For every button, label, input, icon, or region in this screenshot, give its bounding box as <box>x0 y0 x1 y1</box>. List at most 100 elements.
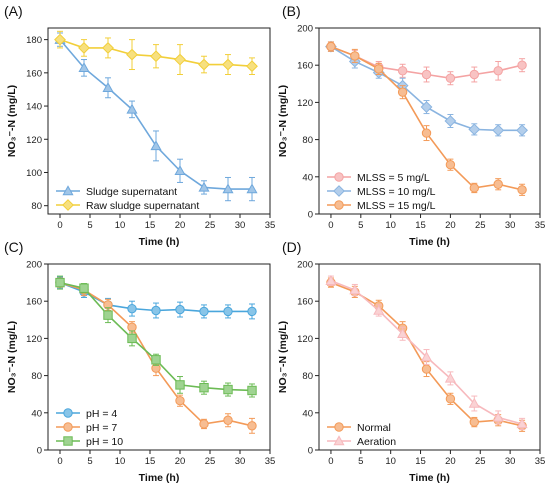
legend-label: MLSS = 5 mg/L <box>357 172 430 184</box>
x-tick-label: 30 <box>505 220 516 231</box>
data-point <box>469 69 479 80</box>
data-point <box>350 51 360 61</box>
data-point <box>349 284 361 295</box>
panel-label: (B) <box>282 3 301 19</box>
data-point <box>397 328 409 338</box>
data-point <box>469 417 479 427</box>
x-tick-label: 20 <box>175 220 186 231</box>
legend-label: Aeration <box>357 436 396 448</box>
y-axis-label: NO₃⁻-N (mg/L) <box>6 85 18 157</box>
legend-marker <box>62 185 74 196</box>
y-axis-label: NO₃⁻-N (mg/L) <box>6 321 18 393</box>
x-tick-label: 20 <box>445 220 456 231</box>
legend-marker <box>63 436 73 446</box>
legend-label: Sludge supernatant <box>86 186 177 198</box>
data-point <box>444 372 456 383</box>
y-tick-label: 0 <box>37 446 42 457</box>
series-0 <box>326 41 527 86</box>
plot-frame <box>318 263 541 451</box>
y-tick-label: 160 <box>297 61 313 72</box>
y-tick-label: 120 <box>297 334 313 345</box>
data-point <box>397 66 408 76</box>
y-axis-label: NO₃⁻-N (mg/L) <box>277 321 289 393</box>
x-tick-label: 5 <box>87 220 92 231</box>
legend-marker <box>63 422 73 432</box>
data-point <box>420 351 433 362</box>
legend-label: pH = 10 <box>86 436 123 448</box>
data-point <box>127 322 137 332</box>
series-2 <box>55 275 257 398</box>
x-tick-label: 25 <box>475 456 486 467</box>
x-tick-label: 25 <box>205 220 216 231</box>
x-tick-label: 20 <box>445 456 456 467</box>
data-point <box>247 421 257 431</box>
x-tick-label: 0 <box>328 456 333 467</box>
data-point <box>175 380 185 390</box>
x-axis-label: Time (h) <box>139 472 180 484</box>
panel-label: (D) <box>282 239 301 255</box>
data-point <box>126 48 138 61</box>
x-tick-label: 5 <box>358 456 363 467</box>
data-point <box>326 41 336 52</box>
data-point <box>198 181 210 192</box>
data-point <box>127 303 137 314</box>
legend-marker <box>333 435 345 446</box>
legend-marker <box>334 200 344 210</box>
data-point <box>516 124 528 137</box>
legend: pH = 4 pH = 7 pH = 10 <box>56 408 123 448</box>
panel-0: (A) 0 5 10 15 20 25 30 35 80 100 120 140 160 180 Time (… <box>4 3 275 248</box>
x-tick-label: 30 <box>505 456 516 467</box>
data-point <box>199 382 209 393</box>
y-tick-label: 0 <box>308 446 313 457</box>
y-tick-label: 120 <box>297 98 313 109</box>
data-point <box>222 58 234 71</box>
y-tick-label: 0 <box>308 210 313 221</box>
series-1 <box>325 275 528 431</box>
x-tick-label: 15 <box>145 456 156 467</box>
y-tick-label: 100 <box>26 168 42 179</box>
x-tick-label: 0 <box>57 456 62 467</box>
data-point <box>198 58 210 71</box>
data-point <box>516 418 528 429</box>
data-point <box>421 69 432 80</box>
panel-1: (B) 0 5 10 15 20 25 30 35 0 40 80 120 160 200 Time (h) N… <box>277 3 545 248</box>
data-point <box>246 183 258 194</box>
y-tick-label: 40 <box>31 408 42 419</box>
x-tick-label: 15 <box>415 456 426 467</box>
data-point <box>421 128 432 138</box>
data-point <box>468 123 481 136</box>
legend-marker <box>62 199 74 211</box>
y-tick-label: 180 <box>26 35 42 46</box>
data-point <box>150 140 162 151</box>
legend: Normal Aeration <box>327 422 396 448</box>
x-tick-label: 10 <box>385 220 396 231</box>
data-point <box>174 165 186 176</box>
y-tick-label: 120 <box>26 334 42 345</box>
panel-label: (A) <box>4 3 23 19</box>
y-tick-label: 80 <box>31 201 42 212</box>
x-tick-label: 0 <box>57 220 62 231</box>
data-point <box>492 411 504 422</box>
y-tick-label: 200 <box>297 24 313 35</box>
legend: Sludge supernatant Raw sludge supernatant <box>56 185 199 212</box>
legend-label: Raw sludge supernatant <box>86 200 199 212</box>
data-point <box>247 385 257 396</box>
data-point <box>469 183 479 193</box>
data-point <box>246 60 258 73</box>
x-tick-label: 15 <box>415 220 426 231</box>
y-tick-label: 120 <box>26 135 42 146</box>
data-point <box>445 394 456 404</box>
legend-marker <box>333 185 345 197</box>
data-point <box>174 53 186 66</box>
legend-marker <box>334 422 344 432</box>
data-point <box>397 87 408 97</box>
x-tick-label: 35 <box>265 220 276 231</box>
y-tick-label: 80 <box>302 135 313 146</box>
series-0 <box>54 32 258 202</box>
x-axis-label: Time (h) <box>409 472 450 484</box>
x-tick-label: 35 <box>265 456 276 467</box>
x-tick-label: 5 <box>87 456 92 467</box>
data-point <box>517 60 527 70</box>
data-point <box>421 364 432 374</box>
